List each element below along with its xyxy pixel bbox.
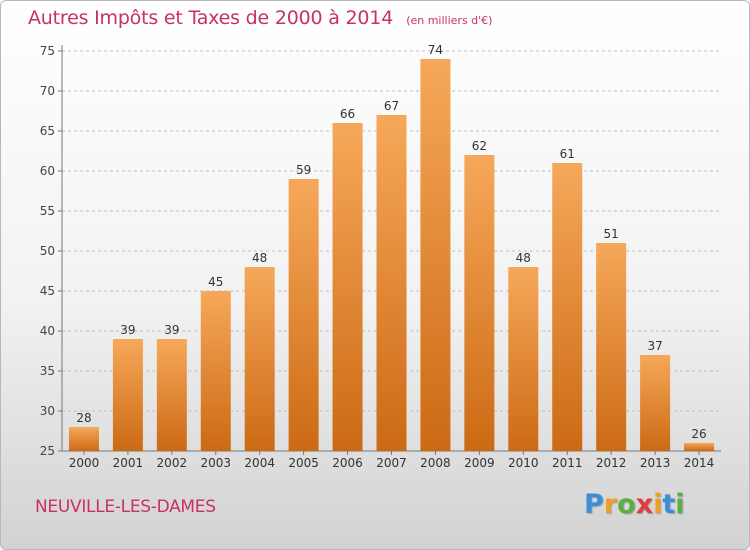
y-tick-label: 35 xyxy=(40,364,55,378)
x-tick-label: 2013 xyxy=(640,456,671,470)
y-tick-label: 45 xyxy=(40,284,55,298)
x-tick-label: 2006 xyxy=(332,456,363,470)
x-tick-label: 2007 xyxy=(376,456,407,470)
bar[interactable] xyxy=(552,163,583,451)
data-label: 51 xyxy=(604,227,619,241)
x-tick-label: 2005 xyxy=(288,456,319,470)
y-tick-label: 30 xyxy=(40,404,55,418)
data-label: 67 xyxy=(384,99,399,113)
data-label: 59 xyxy=(296,163,311,177)
bar[interactable] xyxy=(112,339,143,451)
bar[interactable] xyxy=(420,59,451,451)
data-label: 28 xyxy=(76,411,91,425)
data-label: 26 xyxy=(691,427,706,441)
data-label: 39 xyxy=(164,323,179,337)
bar[interactable] xyxy=(68,427,99,451)
data-label: 48 xyxy=(516,251,531,265)
bar[interactable] xyxy=(332,123,363,451)
data-label: 66 xyxy=(340,107,355,121)
x-tick-label: 2004 xyxy=(244,456,275,470)
proxiti-logo[interactable]: Proxiti xyxy=(584,489,685,520)
y-tick-label: 65 xyxy=(40,124,55,138)
y-tick-label: 75 xyxy=(40,44,55,58)
x-tick-label: 2008 xyxy=(420,456,451,470)
x-tick-label: 2009 xyxy=(464,456,495,470)
x-tick-label: 2001 xyxy=(113,456,144,470)
y-tick-label: 55 xyxy=(40,204,55,218)
bar[interactable] xyxy=(156,339,187,451)
bars xyxy=(68,59,715,451)
x-tick-label: 2003 xyxy=(200,456,231,470)
labels: 28 2000 39 2001 39 2002 45 2003 48 2004 59 2005 66 20… xyxy=(69,43,715,470)
data-label: 39 xyxy=(120,323,135,337)
bar[interactable] xyxy=(464,155,495,451)
commune-name: NEUVILLE-LES-DAMES xyxy=(35,497,216,517)
x-tick-label: 2014 xyxy=(684,456,715,470)
y-tick-label: 40 xyxy=(40,324,55,338)
chart-title: Autres Impôts et Taxes de 2000 à 2014 xyxy=(28,7,394,29)
y-tick-label: 60 xyxy=(40,164,55,178)
data-label: 37 xyxy=(647,339,662,353)
chart-unit: (en milliers d'€) xyxy=(406,14,493,27)
bar[interactable] xyxy=(288,179,319,451)
y-tick-label: 70 xyxy=(40,84,55,98)
x-tick-label: 2011 xyxy=(552,456,583,470)
x-tick-label: 2000 xyxy=(69,456,100,470)
x-tick-label: 2010 xyxy=(508,456,539,470)
bar[interactable] xyxy=(596,243,627,451)
bar[interactable] xyxy=(244,267,275,451)
bar[interactable] xyxy=(640,355,671,451)
x-tick-label: 2012 xyxy=(596,456,627,470)
bar[interactable] xyxy=(200,291,231,451)
bar[interactable] xyxy=(684,443,715,451)
data-label: 45 xyxy=(208,275,223,289)
bar[interactable] xyxy=(376,115,407,451)
x-tick-label: 2002 xyxy=(157,456,188,470)
data-label: 48 xyxy=(252,251,267,265)
bar[interactable] xyxy=(508,267,539,451)
y-tick-label: 50 xyxy=(40,244,55,258)
y-tick-label: 25 xyxy=(40,444,55,458)
data-label: 62 xyxy=(472,139,487,153)
data-label: 61 xyxy=(560,147,575,161)
data-label: 74 xyxy=(428,43,443,57)
chart-title-block: Autres Impôts et Taxes de 2000 à 2014 (e… xyxy=(28,7,492,29)
